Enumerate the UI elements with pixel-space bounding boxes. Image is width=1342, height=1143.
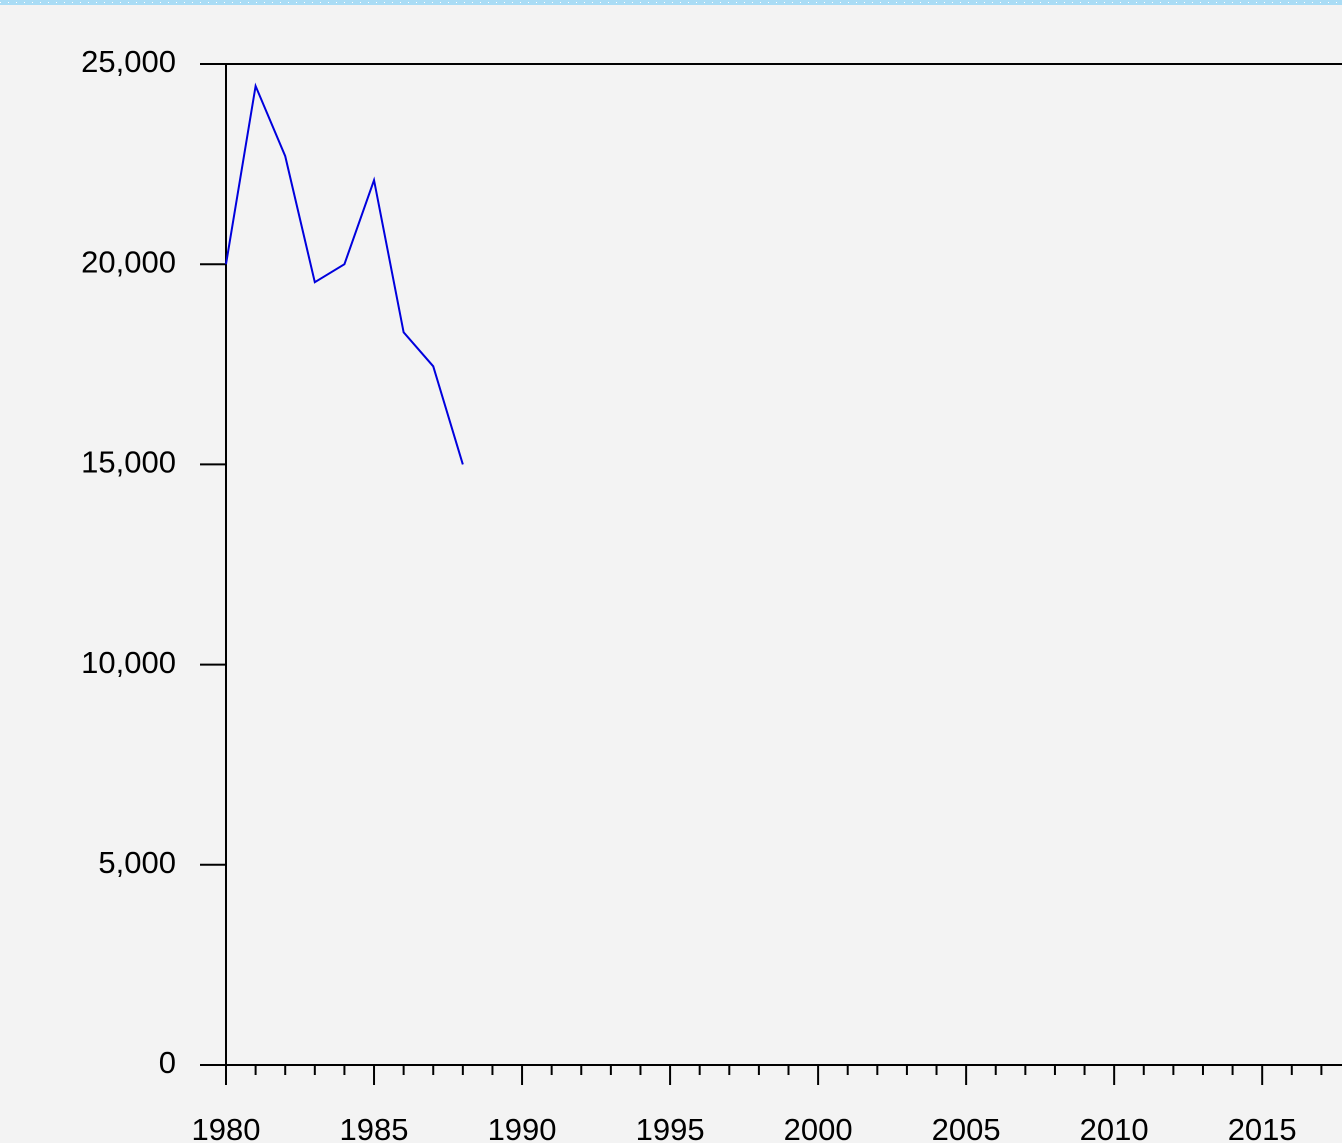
y-tick-label: 25,000 [81,44,176,79]
x-tick-label: 2005 [932,1112,1001,1143]
y-tick-label: 15,000 [81,445,176,480]
x-tick-label: 1980 [192,1112,261,1143]
x-tick-label: 2000 [784,1112,853,1143]
x-tick-label: 1995 [636,1112,705,1143]
y-tick-label: 5,000 [98,845,176,880]
x-tick-label: 2015 [1228,1112,1297,1143]
y-tick-label: 0 [159,1045,176,1080]
x-tick-label: 1985 [340,1112,409,1143]
x-tick-label: 2010 [1080,1112,1149,1143]
y-tick-label: 10,000 [81,645,176,680]
top-strip [0,0,1342,5]
line-series [225,82,464,465]
x-tick-label: 1990 [488,1112,557,1143]
y-tick-label: 20,000 [81,244,176,279]
